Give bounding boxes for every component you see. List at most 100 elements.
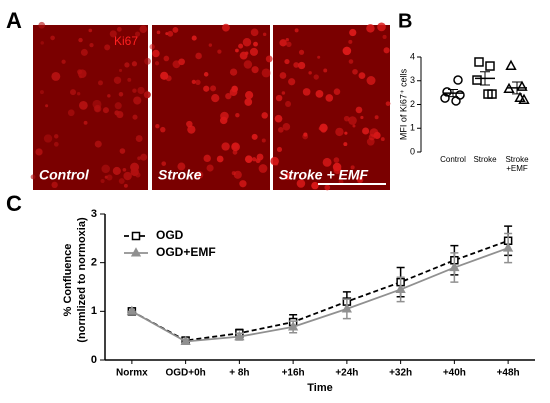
cell [278,127,284,133]
cell [113,76,122,84]
cell [124,62,130,68]
cell [366,137,375,146]
cell [137,156,141,161]
point [442,87,452,97]
cell [343,115,350,122]
cell [116,111,124,119]
cell [127,77,132,82]
cell [303,132,308,137]
cell [104,175,108,179]
x-tick-label: +24h [335,368,358,379]
point [395,283,406,293]
cell [286,41,292,48]
image-label: Stroke + EMF [279,167,369,183]
cell [377,22,386,32]
cell [225,93,232,100]
cell [221,142,230,151]
cell [262,32,267,37]
cell [67,109,75,117]
cell [323,68,328,73]
cell [302,88,311,96]
cell [102,107,109,114]
cell [123,171,132,181]
cell [160,71,169,80]
cell [144,57,151,65]
cell [233,170,242,179]
cell [366,76,376,85]
cell [161,161,167,166]
point [440,93,450,103]
cell [53,141,59,147]
point [455,90,465,100]
cell [261,112,268,119]
cell [350,165,355,170]
cell [92,99,102,109]
cell [131,61,138,67]
cell [139,25,148,33]
cell [380,137,385,142]
cell [281,91,286,95]
cell [172,27,179,33]
cell [38,21,46,29]
cell [249,47,258,56]
x-tick-label: +40h [443,368,466,379]
point [234,330,245,341]
cell [294,28,299,33]
cell [332,162,342,172]
cell [112,166,121,175]
cell [322,157,332,167]
y-tick-label: 2 [410,99,415,109]
cell [343,142,348,147]
cell [239,51,248,60]
cell [203,85,210,92]
cell [255,158,261,164]
cell [210,85,217,92]
cell [178,58,185,66]
x-tick-label: +16h [282,368,305,379]
cell [308,71,312,75]
cell [134,31,141,37]
cell [276,146,283,153]
cell [195,52,202,60]
point [516,80,528,91]
cell [318,127,322,131]
series-line [131,247,509,343]
cell [383,47,390,54]
cell [51,181,58,189]
cell [101,164,110,174]
cell [83,120,88,125]
cell [187,125,196,134]
cell [54,134,59,139]
cell [76,92,81,96]
cell [50,35,55,41]
error-bar [480,71,490,86]
point [503,242,514,252]
cell [89,43,94,48]
y-tick-label: 3 [410,75,415,85]
cell [118,91,124,97]
error-bar [448,89,458,98]
cell [123,183,128,188]
cell [167,30,174,37]
cell [232,149,238,155]
cell [79,100,88,110]
cell [374,115,379,120]
cell [191,35,197,41]
cell [235,112,240,118]
cell [30,174,36,180]
cell [77,69,83,75]
cell [279,39,287,47]
cell [156,30,161,35]
cell [35,148,43,156]
cell [358,72,366,80]
cell [311,181,319,190]
cell [106,174,113,181]
point [126,305,137,315]
cell [154,61,160,66]
cell [195,79,201,86]
cell [293,62,300,68]
cell [97,80,103,86]
cell [208,43,213,47]
cell [285,38,289,42]
